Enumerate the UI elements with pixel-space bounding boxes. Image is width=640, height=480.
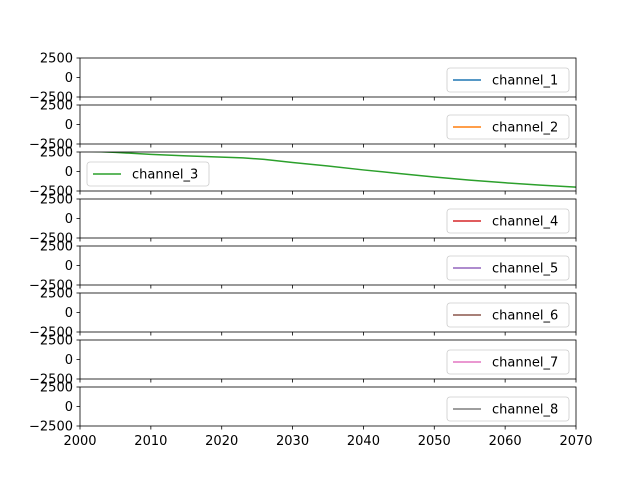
x-tick-label: 2070	[559, 434, 592, 449]
legend-channel_3: channel_3	[86, 161, 210, 187]
legend-channel_1: channel_1	[446, 67, 570, 93]
legend-label: channel_3	[132, 168, 198, 183]
y-tick-label: −2500	[29, 420, 73, 435]
y-tick-label: 2500	[40, 240, 73, 255]
legend-box	[446, 255, 570, 281]
y-tick-label: −2500	[29, 373, 73, 388]
y-tick-label: −2500	[29, 91, 73, 106]
legend-box	[86, 161, 210, 187]
y-tick-label: 2500	[40, 334, 73, 349]
subplot-channel_7: 2500 0 −2500 channel_7	[29, 334, 577, 388]
legend-box	[446, 396, 570, 422]
legend-label: channel_6	[492, 309, 558, 324]
legend-label: channel_5	[492, 262, 558, 277]
y-tick-label: 0	[65, 306, 73, 321]
y-tick-label: 0	[65, 259, 73, 274]
y-tick-label: 0	[65, 165, 73, 180]
y-tick-label: 2500	[40, 287, 73, 302]
y-tick-label: 2500	[40, 99, 73, 114]
y-tick-label: −2500	[29, 232, 73, 247]
y-tick-label: 0	[65, 118, 73, 133]
x-tick-label: 2010	[134, 434, 167, 449]
x-tick-label: 2020	[205, 434, 238, 449]
subplot-channel_8: 2500 0 −2500 channel_8	[29, 381, 577, 435]
legend-channel_5: channel_5	[446, 255, 570, 281]
y-tick-label: 2500	[40, 146, 73, 161]
legend-label: channel_7	[492, 356, 558, 371]
legend-channel_4: channel_4	[446, 208, 570, 234]
subplot-channel_3: 2500 0 −2500 channel_3	[29, 146, 577, 200]
series-line-channel_3	[89, 152, 576, 188]
x-tick-label: 2000	[63, 434, 96, 449]
legend-label: channel_2	[492, 121, 558, 136]
legend-label: channel_8	[492, 403, 558, 418]
legend-label: channel_4	[492, 215, 558, 230]
legend-box	[446, 67, 570, 93]
y-tick-label: 0	[65, 212, 73, 227]
x-tick-label: 2050	[418, 434, 451, 449]
y-tick-label: −2500	[29, 279, 73, 294]
legend-channel_6: channel_6	[446, 302, 570, 328]
subplot-channel_5: 2500 0 −2500 channel_5	[29, 240, 577, 294]
subplot-channel_1: 2500 0 −2500 channel_1	[29, 52, 577, 106]
x-tick-label: 2040	[347, 434, 380, 449]
x-tick-label: 2030	[276, 434, 309, 449]
subplot-channel_2: 2500 0 −2500 channel_2	[29, 99, 577, 153]
y-tick-label: −2500	[29, 185, 73, 200]
y-tick-label: 0	[65, 71, 73, 86]
y-tick-label: −2500	[29, 138, 73, 153]
y-tick-label: 0	[65, 353, 73, 368]
legend-channel_2: channel_2	[446, 114, 570, 140]
y-tick-label: 2500	[40, 193, 73, 208]
subplot-channel_4: 2500 0 −2500 channel_4	[29, 193, 577, 247]
x-tick-label: 2060	[489, 434, 522, 449]
legend-box	[446, 302, 570, 328]
y-tick-label: 0	[65, 400, 73, 415]
subplot-channel_6: 2500 0 −2500 channel_6	[29, 287, 577, 341]
legend-box	[446, 114, 570, 140]
y-tick-label: −2500	[29, 326, 73, 341]
legend-label: channel_1	[492, 74, 558, 89]
legend-box	[446, 208, 570, 234]
y-tick-label: 2500	[40, 381, 73, 396]
y-tick-label: 2500	[40, 52, 73, 67]
legend-box	[446, 349, 570, 375]
legend-channel_7: channel_7	[446, 349, 570, 375]
legend-channel_8: channel_8	[446, 396, 570, 422]
